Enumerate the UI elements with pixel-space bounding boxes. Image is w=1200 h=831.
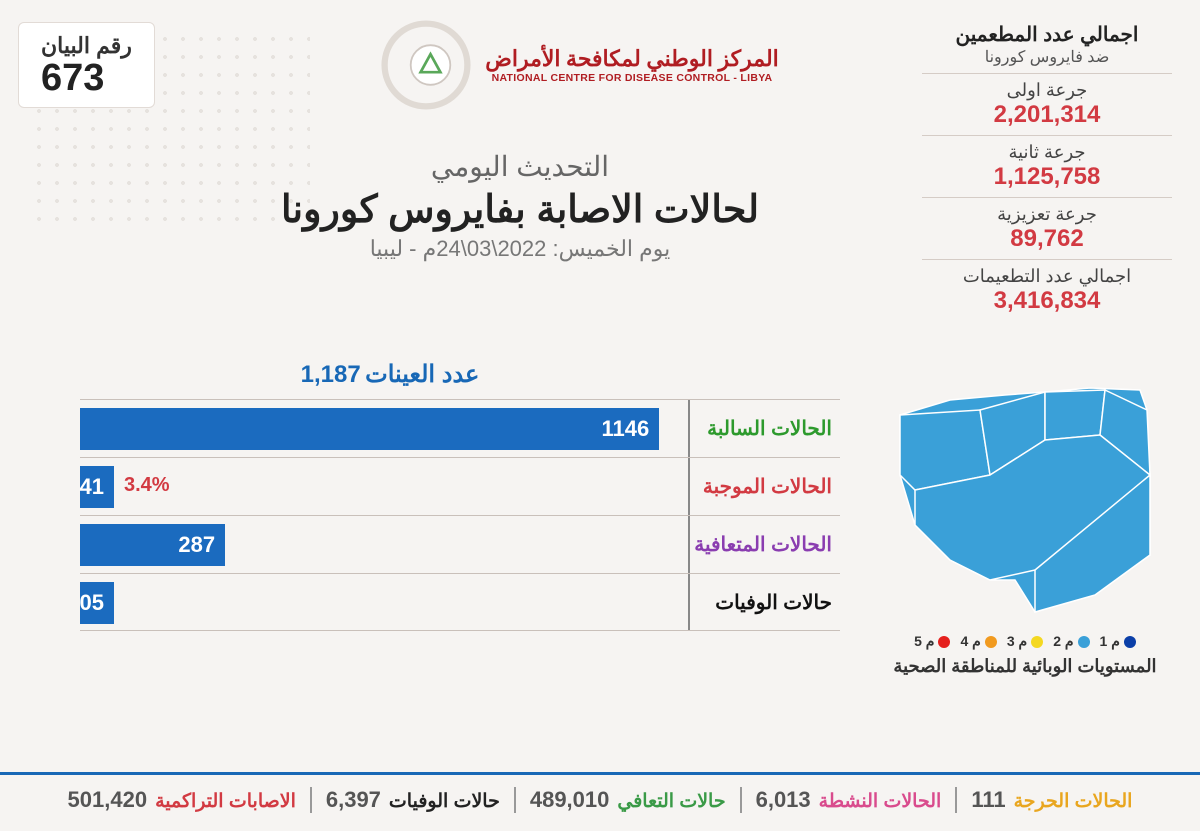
bulletin-number: 673	[41, 59, 132, 97]
chart-row-label: الحالات السالبة	[690, 416, 840, 441]
map-legend: م 1 م 2 م 3 م 4 م 5	[880, 633, 1170, 650]
headline-line1: التحديث اليومي	[200, 150, 840, 183]
chart-bar: 41	[80, 466, 114, 508]
org-text: المركز الوطني لمكافحة الأمراض NATIONAL C…	[485, 46, 779, 84]
footer-value: 6,397	[326, 787, 381, 813]
chart-bar-extra: 3.4%	[124, 474, 170, 497]
vax-item: اجمالي عدد التطعيمات 3,416,834	[922, 259, 1172, 321]
headline-line2: لحالات الاصابة بفايروس كورونا	[200, 187, 840, 232]
cases-bar-chart: عدد العينات 1,187 الحالات السالبة1146الح…	[80, 360, 840, 631]
vax-item-value: 89,762	[922, 225, 1172, 253]
chart-bar-zone: 05	[80, 574, 690, 630]
legend-dot-icon	[938, 636, 950, 648]
footer-item: الحالات الحرجة 111	[955, 787, 1146, 813]
footer-item: الاصابات التراكمية 501,420	[54, 787, 310, 813]
headline-block: التحديث اليومي لحالات الاصابة بفايروس كو…	[200, 150, 840, 262]
org-logo-block: المركز الوطني لمكافحة الأمراض NATIONAL C…	[350, 20, 810, 110]
legend-item: م 2	[1053, 633, 1089, 650]
vax-item-label: جرعة اولى	[922, 80, 1172, 101]
legend-item: م 1	[1100, 633, 1136, 650]
legend-dot-icon	[1078, 636, 1090, 648]
vax-subtitle: ضد فايروس كورونا	[922, 47, 1172, 67]
legend-item: م 3	[1007, 633, 1043, 650]
chart-bar-zone: 1146	[80, 400, 690, 457]
chart-row-label: حالات الوفيات	[690, 590, 840, 615]
footer-label: حالات الوفيات	[389, 790, 500, 813]
libya-map-icon	[895, 380, 1155, 620]
map-caption: المستويات الوبائية للمناطقة الصحية	[880, 656, 1170, 677]
vax-item-label: جرعة تعزيزية	[922, 204, 1172, 225]
vax-item-value: 2,201,314	[922, 101, 1172, 129]
chart-row-label: الحالات الموجبة	[690, 474, 840, 499]
legend-label: م 3	[1007, 633, 1027, 650]
chart-bar-zone: 287	[80, 516, 690, 573]
vax-item-value: 3,416,834	[922, 287, 1172, 315]
bulletin-badge: رقم البيان 673	[18, 22, 155, 108]
chart-bar: 1146	[80, 408, 659, 450]
legend-dot-icon	[1124, 636, 1136, 648]
chart-row: حالات الوفيات 05	[80, 573, 840, 631]
footer-label: الحالات الحرجة	[1014, 790, 1133, 813]
vax-item-label: اجمالي عدد التطعيمات	[922, 266, 1172, 287]
samples-header: عدد العينات 1,187	[80, 360, 700, 389]
vax-item: جرعة تعزيزية 89,762	[922, 197, 1172, 259]
footer-item: حالات الوفيات 6,397	[310, 787, 514, 813]
footer-label: الاصابات التراكمية	[155, 790, 296, 813]
vax-item-value: 1,125,758	[922, 163, 1172, 191]
legend-label: م 4	[960, 633, 980, 650]
footer-value: 6,013	[756, 787, 811, 813]
chart-row: الحالات المتعافية 287	[80, 515, 840, 573]
legend-dot-icon	[985, 636, 997, 648]
samples-label: عدد العينات	[365, 361, 479, 388]
footer-item: حالات التعافي 489,010	[514, 787, 740, 813]
chart-row: الحالات الموجبة 41 3.4%	[80, 457, 840, 515]
footer-value: 489,010	[530, 787, 610, 813]
vax-item: جرعة اولى 2,201,314	[922, 73, 1172, 135]
vaccination-panel: اجمالي عدد المطعمين ضد فايروس كورونا جرع…	[922, 22, 1172, 321]
footer-value: 111	[971, 787, 1005, 813]
legend-item: م 5	[914, 633, 950, 650]
org-name-ar: المركز الوطني لمكافحة الأمراض	[485, 46, 779, 72]
chart-row-label: الحالات المتعافية	[690, 532, 840, 557]
vax-item: جرعة ثانية 1,125,758	[922, 135, 1172, 197]
footer-value: 501,420	[68, 787, 148, 813]
legend-label: م 2	[1053, 633, 1073, 650]
footer-label: الحالات النشطة	[819, 790, 942, 813]
samples-value: 1,187	[301, 361, 361, 389]
chart-bar: 05	[80, 582, 114, 624]
crescent-icon	[381, 20, 471, 110]
libya-map-panel: م 1 م 2 م 3 م 4 م 5 المستويات الوبائية للمنا…	[880, 380, 1170, 677]
chart-bar-zone: 41 3.4%	[80, 458, 690, 515]
footer-item: الحالات النشطة 6,013	[740, 787, 956, 813]
chart-row: الحالات السالبة 1146	[80, 399, 840, 457]
vax-title: اجمالي عدد المطعمين	[922, 22, 1172, 47]
legend-label: م 5	[914, 633, 934, 650]
bulletin-label: رقم البيان	[41, 33, 132, 59]
vax-item-label: جرعة ثانية	[922, 142, 1172, 163]
org-name-en: NATIONAL CENTRE FOR DISEASE CONTROL - LI…	[485, 72, 779, 84]
summary-footer: الحالات الحرجة 111الحالات النشطة 6,013حا…	[0, 772, 1200, 813]
footer-label: حالات التعافي	[617, 790, 725, 813]
chart-bar: 287	[80, 524, 225, 566]
legend-dot-icon	[1031, 636, 1043, 648]
legend-label: م 1	[1100, 633, 1120, 650]
headline-line3: يوم الخميس: 2022\03\24م - ليبيا	[200, 236, 840, 262]
legend-item: م 4	[960, 633, 996, 650]
